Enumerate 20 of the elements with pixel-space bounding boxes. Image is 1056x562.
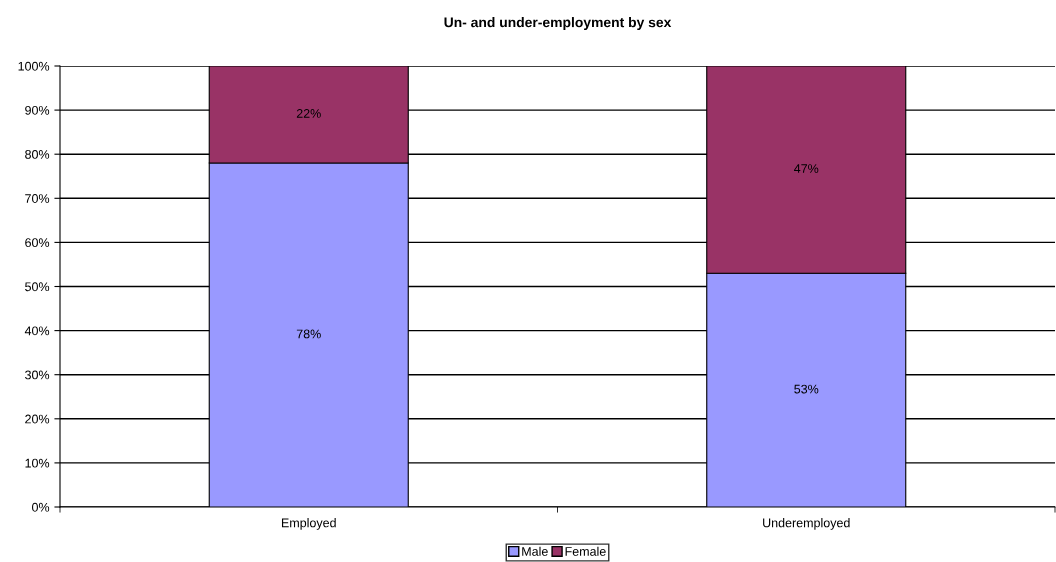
y-tick-label: 60%: [25, 238, 50, 248]
legend-label: Female: [565, 546, 606, 556]
y-tick-label: 90%: [25, 105, 50, 115]
y-tick-label: 40%: [24, 326, 50, 336]
y-tick-label: 70%: [25, 194, 50, 203]
data-label: 78%: [296, 329, 321, 339]
y-tick-label: 0%: [32, 502, 50, 512]
data-label: 22%: [296, 109, 321, 118]
data-label: 47%: [794, 164, 819, 173]
y-tick-label: 100%: [18, 61, 50, 71]
x-tick-label: Underemployed: [763, 518, 850, 530]
legend-label: Male: [522, 546, 548, 556]
y-tick-label: 50%: [25, 282, 50, 292]
y-tick-label: 30%: [25, 370, 50, 380]
data-label: 53%: [794, 384, 819, 394]
y-tick-label: 20%: [25, 414, 50, 424]
y-tick-label: 80%: [25, 150, 50, 159]
chart-title: Un- and under-employment by sex: [444, 17, 672, 30]
y-tick-label: 10%: [25, 458, 50, 468]
x-tick-label: Employed: [281, 518, 336, 530]
